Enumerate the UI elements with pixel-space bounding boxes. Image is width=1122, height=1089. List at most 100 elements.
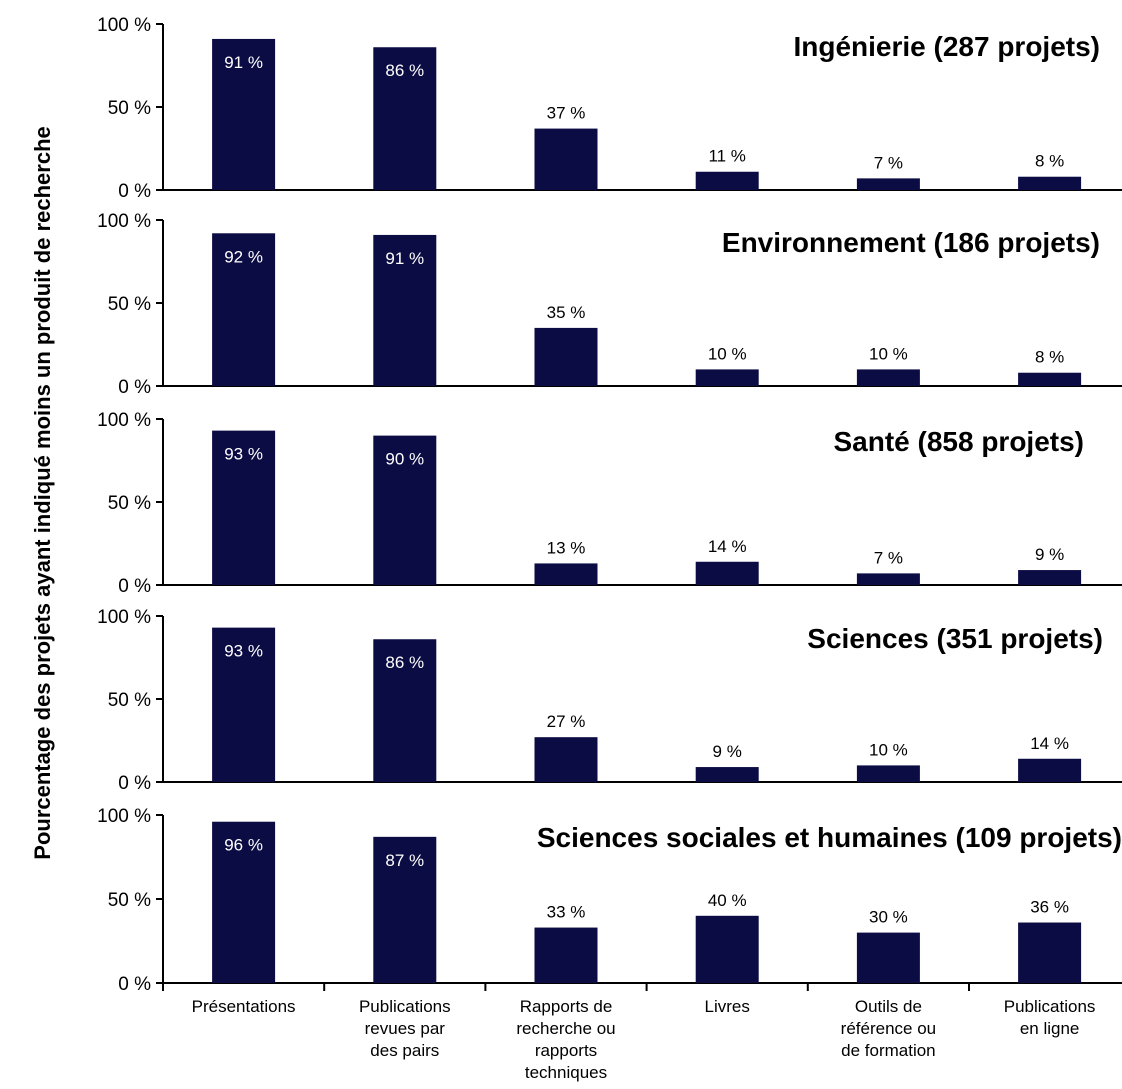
bar-5-6 <box>1018 922 1082 983</box>
data-label-4-5: 10 % <box>869 740 908 759</box>
data-label-5-3: 33 % <box>547 903 586 922</box>
category-label-line: Outils de <box>855 997 922 1016</box>
panel-2-y-tick-label: 100 % <box>97 211 151 232</box>
bar-3-2 <box>373 435 437 585</box>
data-label-2-6: 8 % <box>1035 348 1064 367</box>
bar-5-4 <box>695 915 759 983</box>
panel-title-2: Environnement (186 projets) <box>722 227 1100 258</box>
bar-2-1 <box>212 233 276 386</box>
panel-1-y-tick-label: 0 % <box>118 181 151 202</box>
data-label-2-1: 92 % <box>224 247 263 266</box>
panel-title-3: Santé (858 projets) <box>833 426 1084 457</box>
panel-4-y-tick-label: 50 % <box>108 690 151 711</box>
data-label-3-3: 13 % <box>547 538 586 557</box>
bar-4-6 <box>1018 758 1082 782</box>
panel-5-y-tick-label: 100 % <box>97 806 151 827</box>
category-label-5: Outils de référence ou de formation <box>841 997 936 1060</box>
data-label-4-3: 27 % <box>547 712 586 731</box>
category-label-line: Présentations <box>192 997 296 1016</box>
data-label-1-3: 37 % <box>547 104 586 123</box>
bar-5-2 <box>373 836 437 983</box>
bar-1-2 <box>373 47 437 190</box>
bar-3-3 <box>534 563 598 585</box>
category-label-line: techniques <box>525 1063 607 1082</box>
data-label-5-5: 30 % <box>869 908 908 927</box>
bar-1-1 <box>212 38 276 190</box>
panel-4-y-tick-label: 0 % <box>118 773 151 794</box>
bar-5-1 <box>212 821 276 983</box>
bar-3-5 <box>856 573 920 585</box>
data-label-1-1: 91 % <box>224 53 263 72</box>
bar-2-5 <box>856 369 920 386</box>
category-label-line: revues par <box>365 1019 446 1038</box>
category-label-1: Présentations <box>192 997 296 1016</box>
category-label-3: Rapports de recherche ou rapports technique… <box>516 997 615 1082</box>
category-label-line: Publications <box>359 997 451 1016</box>
bar-3-1 <box>212 430 276 585</box>
bar-2-6 <box>1018 372 1082 386</box>
data-label-4-1: 93 % <box>224 642 263 661</box>
data-label-4-2: 86 % <box>385 653 424 672</box>
data-label-3-6: 9 % <box>1035 545 1064 564</box>
category-label-line: de formation <box>841 1041 936 1060</box>
panel-3-y-tick-label: 100 % <box>97 410 151 431</box>
panel-5-y-tick-label: 50 % <box>108 890 151 911</box>
bar-1-5 <box>856 178 920 190</box>
panel-2-y-tick-label: 50 % <box>108 294 151 315</box>
data-label-5-4: 40 % <box>708 891 747 910</box>
bar-3-6 <box>1018 570 1082 585</box>
data-label-2-5: 10 % <box>869 344 908 363</box>
y-axis-title: Pourcentage des projets ayant indiqué mo… <box>30 126 55 859</box>
data-label-2-3: 35 % <box>547 303 586 322</box>
data-label-1-6: 8 % <box>1035 152 1064 171</box>
bar-2-4 <box>695 369 759 386</box>
category-label-line: référence ou <box>841 1019 936 1038</box>
panel-2-y-tick-label: 0 % <box>118 377 151 398</box>
data-label-3-5: 7 % <box>874 548 903 567</box>
category-label-line: Publications <box>1004 997 1096 1016</box>
panel-5-y-tick-label: 0 % <box>118 974 151 995</box>
bar-3-4 <box>695 561 759 585</box>
bar-4-5 <box>856 765 920 782</box>
data-label-1-2: 86 % <box>385 61 424 80</box>
data-label-2-4: 10 % <box>708 344 747 363</box>
data-label-1-4: 11 % <box>708 147 746 166</box>
panel-3-y-tick-label: 50 % <box>108 493 151 514</box>
bar-5-5 <box>856 932 920 983</box>
category-label-line: en ligne <box>1020 1019 1080 1038</box>
category-label-4: Livres <box>705 997 750 1016</box>
data-label-5-2: 87 % <box>385 851 424 870</box>
category-label-line: des pairs <box>370 1041 439 1060</box>
data-label-3-1: 93 % <box>224 445 263 464</box>
panel-4-y-tick-label: 100 % <box>97 607 151 628</box>
panel-title-4: Sciences (351 projets) <box>807 623 1103 654</box>
bar-2-3 <box>534 327 598 386</box>
data-label-5-1: 96 % <box>224 836 263 855</box>
data-label-1-5: 7 % <box>874 153 903 172</box>
panel-1-y-tick-label: 100 % <box>97 15 151 36</box>
category-label-6: Publications en ligne <box>1004 997 1096 1038</box>
data-label-4-4: 9 % <box>713 742 742 761</box>
category-label-2: Publications revues par des pairs <box>359 997 451 1060</box>
panel-title-1: Ingénierie (287 projets) <box>793 31 1100 62</box>
bar-1-3 <box>534 128 598 190</box>
bar-4-4 <box>695 767 759 782</box>
data-label-2-2: 91 % <box>385 249 424 268</box>
panel-3-y-tick-label: 0 % <box>118 576 151 597</box>
bar-2-2 <box>373 234 437 386</box>
category-label-line: recherche ou <box>516 1019 615 1038</box>
bar-4-3 <box>534 737 598 782</box>
data-label-4-6: 14 % <box>1030 734 1069 753</box>
bar-5-3 <box>534 927 598 983</box>
panel-title-5: Sciences sociales et humaines (109 proje… <box>537 822 1122 853</box>
category-label-line: Rapports de <box>520 997 613 1016</box>
bar-4-1 <box>212 627 276 782</box>
category-label-line: Livres <box>705 997 750 1016</box>
panel-1-y-tick-label: 50 % <box>108 98 151 119</box>
data-label-3-4: 14 % <box>708 537 747 556</box>
data-label-5-6: 36 % <box>1030 898 1069 917</box>
bar-1-6 <box>1018 176 1082 190</box>
data-label-3-2: 90 % <box>385 450 424 469</box>
